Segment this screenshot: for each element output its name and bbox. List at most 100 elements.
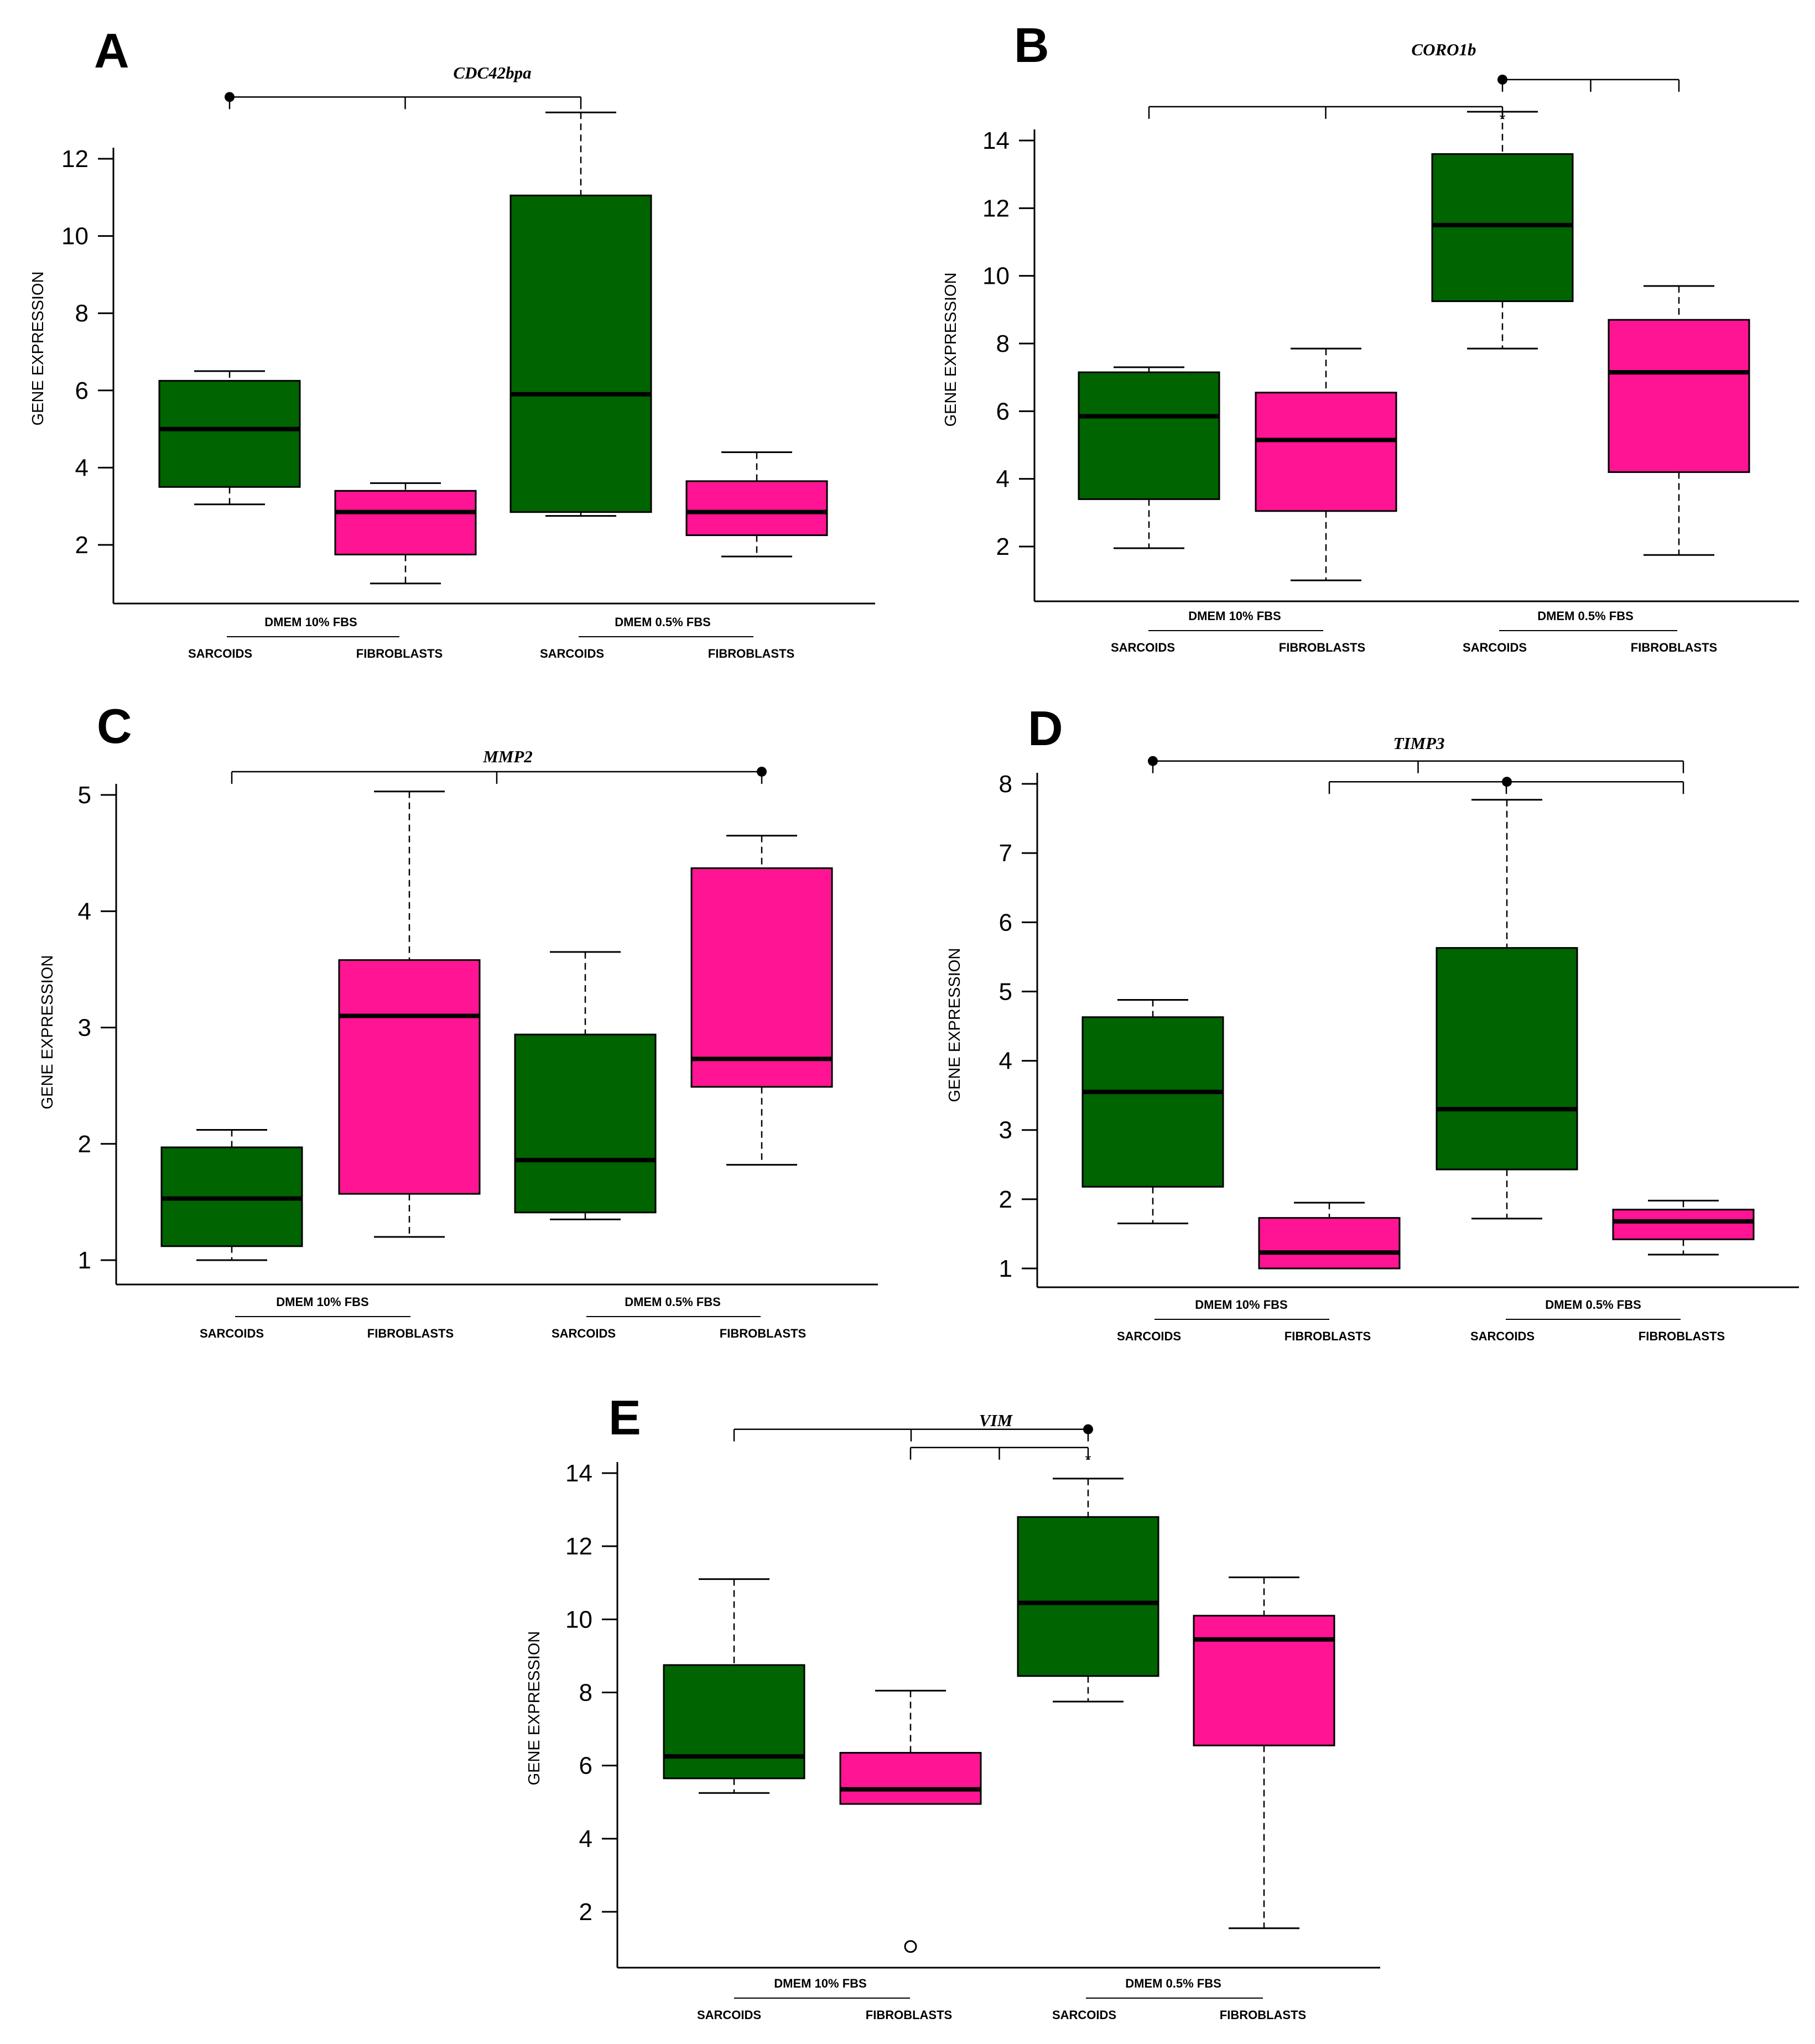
- significance-bracket: [1328, 777, 1684, 794]
- panel-c: C MMP2 GENE EXPRESSION 1 2 3 4 5 DMEM 10% FB…: [39, 699, 878, 1340]
- box-iqr: [1255, 392, 1397, 512]
- significance-bracket: *: [909, 1447, 1091, 1469]
- box-iqr: [690, 867, 833, 1088]
- condition-label-05-fbs: DMEM 0.5% FBS: [1545, 1298, 1641, 1312]
- boxplot-fibroblasts: [1255, 347, 1397, 581]
- panel-a: A CDC42bpa GENE EXPRESSION 2 4 6 8 10 12 DMEM…: [29, 23, 875, 660]
- cell-label-fibroblasts: FIBROBLASTS: [1220, 2008, 1306, 2022]
- cell-label-sarcoids: SARCOIDS: [1117, 1329, 1181, 1343]
- condition-label-05-fbs: DMEM 0.5% FBS: [615, 615, 711, 629]
- significance-dot: [1497, 74, 1507, 85]
- y-axis-label: GENE EXPRESSION: [526, 1631, 543, 1786]
- boxplot-fibroblasts: [685, 451, 828, 558]
- y-tick-label: 4: [996, 466, 1010, 493]
- condition-label-10-fbs: DMEM 10% FBS: [276, 1295, 368, 1309]
- y-tick-label: 12: [982, 195, 1010, 222]
- cell-label-fibroblasts: FIBROBLASTS: [720, 1327, 806, 1340]
- y-tick-label: 2: [78, 1131, 91, 1158]
- y-tick-label: 10: [982, 263, 1010, 290]
- gene-title: CORO1b: [1411, 40, 1476, 59]
- gene-title: CDC42bpa: [453, 63, 531, 82]
- panel-e: E VIM GENE EXPRESSION 2 4 6 8 10 12 14 * DMEM 1…: [526, 1390, 1380, 2022]
- cell-label-fibroblasts: FIBROBLASTS: [1631, 641, 1717, 654]
- box-iqr: [338, 959, 481, 1195]
- y-tick-label: 6: [999, 909, 1012, 936]
- condition-label-05-fbs: DMEM 0.5% FBS: [1125, 1977, 1221, 1990]
- gene-title: TIMP3: [1393, 734, 1445, 753]
- y-tick-label: 4: [78, 898, 91, 925]
- cell-label-sarcoids: SARCOIDS: [540, 647, 604, 660]
- y-tick-label: 4: [75, 454, 89, 481]
- y-tick-label: 5: [999, 978, 1012, 1005]
- condition-label-10-fbs: DMEM 10% FBS: [1195, 1298, 1287, 1312]
- y-tick-label: 2: [75, 532, 89, 559]
- y-tick-label: 5: [78, 782, 91, 809]
- cell-label-fibroblasts: FIBROBLASTS: [367, 1327, 454, 1340]
- significance-bracket: [1148, 756, 1684, 773]
- significance-bracket: *: [1148, 106, 1506, 128]
- y-tick-label: 3: [78, 1015, 91, 1042]
- plot-area: 1 2 3 4 5 6 7 8: [999, 756, 1755, 1287]
- boxplot-sarcoids: [158, 370, 301, 506]
- condition-label-10-fbs: DMEM 10% FBS: [1188, 609, 1281, 623]
- boxplot-fibroblasts: [839, 1689, 982, 1953]
- condition-label-10-fbs: DMEM 10% FBS: [264, 615, 357, 629]
- cell-label-sarcoids: SARCOIDS: [200, 1327, 264, 1340]
- y-axis-label: GENE EXPRESSION: [29, 272, 47, 426]
- significance-dot: [1083, 1424, 1093, 1434]
- box-iqr: [1431, 153, 1574, 303]
- box-iqr: [663, 1664, 805, 1780]
- y-tick-label: 6: [579, 1752, 592, 1780]
- y-tick-label: 8: [75, 300, 89, 327]
- y-axis-label: GENE EXPRESSION: [942, 273, 960, 427]
- gene-title: MMP2: [482, 747, 533, 766]
- boxplot-sarcoids: [509, 111, 652, 517]
- plot-area: 2 4 6 8 10 12 14 *: [982, 74, 1750, 601]
- cell-label-sarcoids: SARCOIDS: [1111, 641, 1175, 654]
- y-tick-label: 4: [579, 1825, 592, 1853]
- outlier-point: [904, 1940, 917, 1953]
- significance-dot: [225, 92, 235, 102]
- significance-dot: [1502, 777, 1512, 787]
- y-tick-label: 8: [996, 330, 1010, 357]
- cell-label-sarcoids: SARCOIDS: [188, 647, 252, 660]
- box-iqr: [514, 1033, 657, 1214]
- boxplot-fibroblasts: [1193, 1576, 1335, 1929]
- y-tick-label: 1: [999, 1255, 1012, 1282]
- y-tick-label: 10: [61, 223, 89, 250]
- boxplot-sarcoids: [160, 1129, 303, 1261]
- y-tick-label: 6: [75, 377, 89, 404]
- boxplot-fibroblasts: [690, 835, 833, 1166]
- y-tick-label: 2: [996, 533, 1010, 560]
- cell-label-sarcoids: SARCOIDS: [697, 2008, 761, 2022]
- significance-star: *: [1085, 1452, 1091, 1469]
- box-iqr: [1608, 319, 1750, 473]
- cell-label-sarcoids: SARCOIDS: [1470, 1329, 1535, 1343]
- condition-label-05-fbs: DMEM 0.5% FBS: [625, 1295, 721, 1309]
- cell-label-fibroblasts: FIBROBLASTS: [1284, 1329, 1371, 1343]
- panel-letter: A: [94, 23, 129, 78]
- boxplot-sarcoids: [1078, 366, 1220, 549]
- y-tick-label: 14: [565, 1460, 592, 1487]
- y-tick-label: 8: [579, 1679, 592, 1707]
- panel-letter: D: [1028, 701, 1063, 756]
- box-iqr: [1017, 1516, 1159, 1677]
- y-tick-label: 8: [999, 771, 1012, 798]
- boxplot-fibroblasts: [334, 482, 477, 585]
- y-tick-label: 12: [565, 1533, 592, 1560]
- box-iqr: [1081, 1016, 1224, 1188]
- significance-bracket: [733, 1424, 1093, 1442]
- significance-bracket: [225, 92, 582, 110]
- box-iqr: [1193, 1615, 1335, 1746]
- significance-star: *: [1500, 111, 1506, 128]
- y-tick-label: 6: [996, 398, 1010, 425]
- cell-label-sarcoids: SARCOIDS: [552, 1327, 616, 1340]
- box-iqr: [1436, 947, 1578, 1171]
- box-iqr: [334, 490, 477, 555]
- panel-letter: E: [609, 1390, 641, 1445]
- significance-bracket: [231, 766, 767, 784]
- box-iqr: [1078, 371, 1220, 500]
- boxplot-sarcoids: [514, 951, 657, 1220]
- panel-b: B CORO1b GENE EXPRESSION 2 4 6 8 10 12 14 * DME…: [942, 18, 1799, 654]
